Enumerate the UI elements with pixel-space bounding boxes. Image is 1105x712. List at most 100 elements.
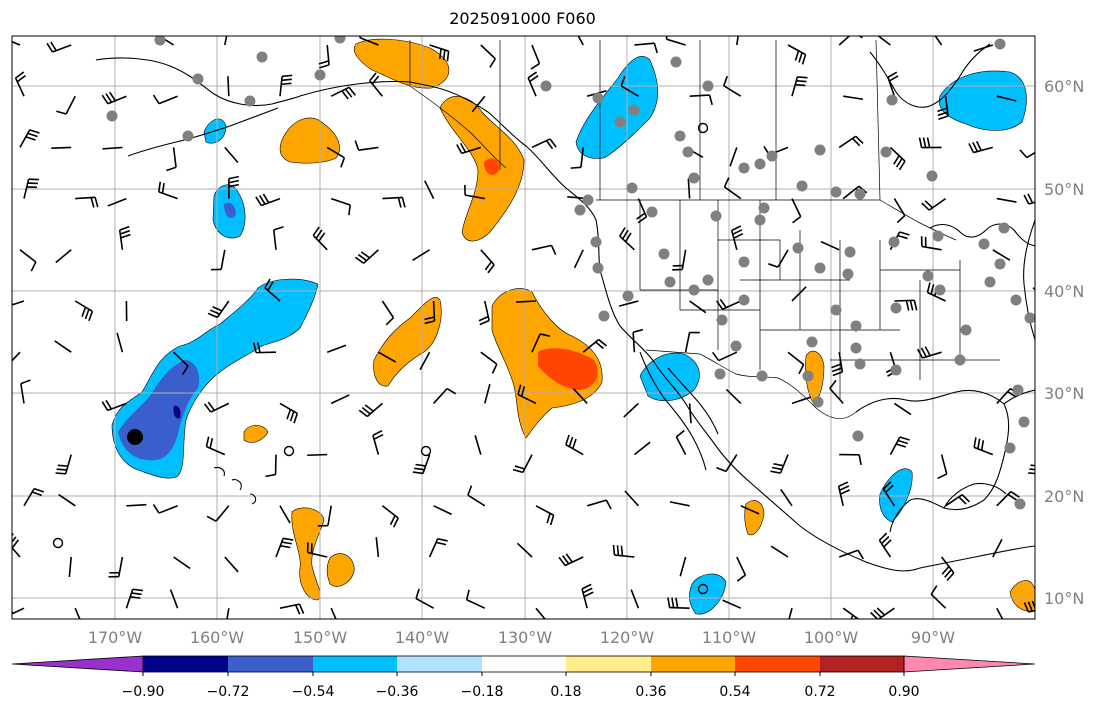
wind-barb bbox=[228, 175, 240, 199]
wind-barb bbox=[369, 72, 384, 97]
calm-wind-circles bbox=[52, 122, 709, 595]
wind-barb bbox=[433, 505, 453, 516]
station-marker bbox=[682, 146, 694, 158]
wind-barb bbox=[205, 436, 226, 456]
wind-barb bbox=[375, 537, 380, 558]
contour-blue-baja bbox=[639, 352, 700, 402]
wind-barb bbox=[330, 607, 337, 619]
wind-barb bbox=[58, 493, 76, 507]
wind-barb bbox=[224, 146, 239, 164]
contour-orange-gulf-alaska bbox=[439, 96, 525, 242]
wind-barb bbox=[945, 494, 971, 507]
colorbar-label: −0.18 bbox=[461, 684, 504, 700]
station-marker bbox=[730, 340, 742, 352]
wind-barb bbox=[471, 95, 486, 113]
wind-barb bbox=[412, 249, 431, 261]
wind-barb bbox=[620, 76, 639, 97]
wind-barb bbox=[101, 91, 127, 105]
wind-barb bbox=[619, 227, 635, 251]
wind-barb bbox=[464, 184, 485, 200]
station-marker bbox=[244, 95, 256, 107]
wind-barb bbox=[279, 402, 299, 424]
station-marker bbox=[314, 69, 326, 81]
wind-barb bbox=[118, 225, 131, 250]
wind-barb bbox=[831, 352, 844, 377]
wind-barb bbox=[558, 553, 584, 567]
station-marker bbox=[844, 246, 856, 258]
contour-orange-small-1 bbox=[243, 424, 269, 443]
wind-barb bbox=[1044, 240, 1068, 252]
station-marker bbox=[582, 194, 594, 206]
graticule bbox=[12, 36, 1035, 619]
wind-barb bbox=[275, 537, 294, 558]
wind-barb bbox=[996, 95, 1017, 102]
colorbar-segment bbox=[482, 656, 566, 672]
contour-navy-spot bbox=[173, 405, 181, 419]
station-marker bbox=[934, 284, 946, 296]
wind-barb bbox=[330, 86, 356, 100]
wind-barb bbox=[203, 401, 230, 413]
political-borders bbox=[409, 39, 1000, 419]
wind-barb bbox=[723, 177, 742, 200]
station-marker bbox=[814, 262, 826, 274]
station-marker bbox=[758, 202, 770, 214]
wind-barb bbox=[893, 198, 906, 224]
wind-barb bbox=[618, 300, 639, 307]
wind-barb bbox=[612, 544, 635, 558]
station-marker bbox=[688, 172, 700, 184]
wind-barb bbox=[921, 197, 947, 211]
wind-barb bbox=[54, 340, 72, 353]
wind-barb bbox=[684, 331, 700, 353]
station-marker bbox=[984, 276, 996, 288]
wind-barb bbox=[516, 542, 533, 558]
station-marker bbox=[842, 268, 854, 280]
coastline-north-america-west bbox=[299, 80, 1035, 572]
station-marker bbox=[754, 214, 766, 226]
wind-barb bbox=[20, 379, 31, 404]
colorbar-outline bbox=[142, 655, 905, 673]
station-marker bbox=[960, 324, 972, 336]
station-marker bbox=[994, 258, 1006, 270]
wind-barb bbox=[326, 344, 347, 353]
calm-wind-circle bbox=[697, 122, 709, 134]
station-marker bbox=[1004, 442, 1016, 454]
station-marker bbox=[540, 80, 552, 92]
wind-barb bbox=[169, 589, 179, 609]
wind-barb bbox=[842, 607, 860, 619]
wind-barb bbox=[359, 36, 379, 46]
colorbar-label: −0.72 bbox=[207, 684, 250, 700]
wind-barb bbox=[173, 556, 191, 570]
wind-barb bbox=[573, 249, 584, 269]
wind-barb bbox=[330, 197, 351, 216]
wind-barb bbox=[226, 608, 230, 619]
wind-barb bbox=[12, 300, 25, 306]
wind-barb bbox=[722, 75, 742, 97]
wind-barb bbox=[630, 589, 640, 609]
colorbar-extend-low bbox=[11, 655, 144, 673]
wind-barb bbox=[992, 249, 1011, 261]
wind-barb bbox=[791, 198, 802, 224]
wind-barb bbox=[716, 454, 738, 473]
wind-barb bbox=[55, 454, 72, 475]
colorbar-label: −0.54 bbox=[292, 684, 335, 700]
station-marker bbox=[754, 158, 766, 170]
wind-barb bbox=[672, 249, 687, 271]
contour-red-pacific bbox=[538, 348, 598, 390]
lon-tick-label: 120°W bbox=[600, 628, 655, 647]
wind-barb bbox=[517, 384, 537, 405]
lat-tick-label: 50°N bbox=[1044, 180, 1084, 199]
map-title: 2025091000 F060 bbox=[449, 9, 596, 28]
station-marker bbox=[738, 294, 750, 306]
station-marker bbox=[154, 36, 166, 46]
coastline-alaska bbox=[95, 57, 301, 107]
station-marker bbox=[598, 310, 610, 322]
wind-barb bbox=[12, 351, 21, 362]
wind-barb bbox=[889, 436, 910, 455]
contour-blue-south bbox=[689, 573, 727, 615]
wind-barb bbox=[206, 505, 230, 522]
station-marker bbox=[592, 92, 604, 104]
station-marker bbox=[738, 162, 750, 174]
wind-barb bbox=[870, 607, 895, 619]
wind-barb bbox=[354, 249, 379, 264]
wind-barb bbox=[679, 556, 687, 577]
